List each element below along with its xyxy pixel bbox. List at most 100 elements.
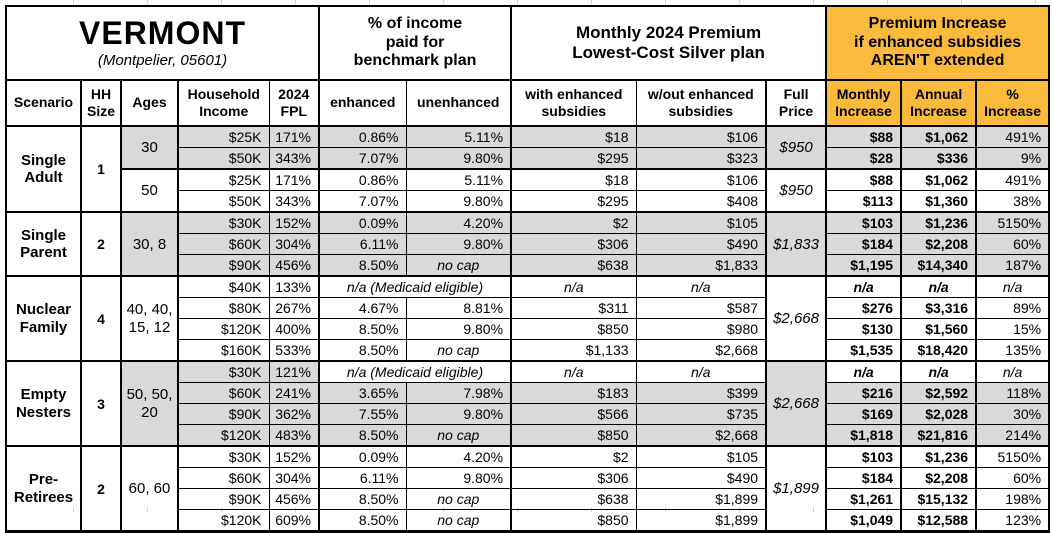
table-row: 50 $25K 171% 0.86% 5.11% $18 $106 $950 $… (6, 168, 1050, 213)
enhanced-cell: 8.50% (318, 509, 407, 532)
fpl-cell: 609% (268, 509, 320, 532)
unenhanced-cell: 4.20% (405, 211, 512, 234)
unenhanced-cell: no cap (405, 254, 512, 277)
fpl-cell: 343% (268, 147, 320, 170)
hh-size-cell: 3 (80, 360, 122, 447)
income-cell: $160K (177, 339, 270, 362)
without-subsidies-cell: $490 (635, 233, 767, 255)
pct-increase-cell: 135% (975, 339, 1050, 362)
ages-cell: 50, 50, 20 (120, 360, 179, 447)
pct-increase-cell: 118% (975, 382, 1050, 404)
enhanced-cell: 8.50% (318, 424, 407, 447)
monthly-increase-cell: n/a (825, 275, 902, 298)
without-subsidies-cell: n/a (635, 360, 767, 383)
without-subsidies-cell: n/a (635, 275, 767, 298)
income-cell: $60K (177, 382, 270, 404)
with-subsidies-cell: $306 (510, 233, 637, 255)
table-row: $50K 343% 7.07% 9.80% $295 $323 $28 $336… (6, 147, 1050, 170)
with-subsidies-cell: n/a (510, 275, 637, 298)
pct-increase-cell: 15% (975, 318, 1050, 340)
medicaid-note-cell: n/a (Medicaid eligible) (318, 360, 512, 383)
with-subsidies-cell: $566 (510, 403, 637, 425)
state-location: (Montpelier, 05601) (97, 52, 228, 70)
increase-group-header: Premium Increase if enhanced subsidies A… (825, 5, 1050, 81)
enhanced-cell: 7.07% (318, 190, 407, 213)
monthly-increase-cell: $1,195 (825, 254, 902, 277)
unenhanced-cell: 9.80% (405, 318, 512, 340)
fpl-cell: 241% (268, 382, 320, 404)
annual-increase-cell: $2,592 (900, 382, 977, 404)
pct-increase-cell: 198% (975, 488, 1050, 510)
enhanced-cell: 0.86% (318, 168, 407, 191)
income-cell: $80K (177, 297, 270, 319)
pct-increase-cell: 60% (975, 467, 1050, 489)
table-row: $160K 533% 8.50% no cap $1,133 $2,668 $1… (6, 339, 1050, 362)
monthly-increase-cell: $130 (825, 318, 902, 340)
pct-increase-cell: 5150% (975, 211, 1050, 234)
column-header-row: Scenario HH Size Ages Household Income 2… (5, 79, 1050, 127)
income-cell: $90K (177, 254, 270, 277)
fpl-cell: 304% (268, 233, 320, 255)
state-name: VERMONT (79, 14, 246, 51)
enhanced-cell: 8.50% (318, 488, 407, 510)
unenhanced-cell: 8.81% (405, 297, 512, 319)
table-row: $90K 362% 7.55% 9.80% $566 $735 $169 $2,… (6, 403, 1050, 425)
without-subsidies-cell: $2,668 (635, 339, 767, 362)
with-subsidies-cell: $638 (510, 254, 637, 277)
table-row: $60K 241% 3.65% 7.98% $183 $399 $216 $2,… (6, 382, 1050, 404)
scenario-cell: Single Adult (5, 125, 82, 213)
table-row: Single Adult 1 30 $25K 171% 0.86% 5.11% … (5, 125, 1050, 213)
scenario-cell: Empty Nesters (5, 360, 82, 447)
monthly-increase-cell: $1,535 (825, 339, 902, 362)
household-income-header: Household Income (177, 79, 270, 127)
monthly-increase-cell: $169 (825, 403, 902, 425)
full-price-header: Full Price (765, 79, 827, 127)
income-cell: $90K (177, 403, 270, 425)
with-subsidies-cell: $1,133 (510, 339, 637, 362)
with-subsidies-header: with enhanced subsidies (510, 79, 637, 127)
fpl-cell: 533% (268, 339, 320, 362)
hh-size-cell: 4 (80, 275, 122, 362)
income-cell: $90K (177, 488, 270, 510)
unenhanced-cell: no cap (405, 509, 512, 532)
ages-cell: 40, 40, 15, 12 (120, 275, 179, 362)
income-cell: $50K (177, 147, 270, 170)
pct-increase-cell: 491% (975, 125, 1050, 148)
unenhanced-cell: 9.80% (405, 190, 512, 213)
scenario-cell: Pre- Retirees (5, 445, 82, 532)
annual-increase-header: Annual Increase (900, 79, 977, 127)
fpl-cell: 456% (268, 488, 320, 510)
income-cell: $120K (177, 509, 270, 532)
with-subsidies-cell: $311 (510, 297, 637, 319)
without-subsidies-cell: $323 (635, 147, 767, 170)
with-subsidies-cell: $18 (510, 125, 637, 148)
pct-increase-cell: 89% (975, 297, 1050, 319)
pct-increase-cell: 38% (975, 190, 1050, 213)
without-subsidies-cell: $408 (635, 190, 767, 213)
monthly-increase-cell: $103 (825, 211, 902, 234)
premium-group-header: Monthly 2024 Premium Lowest-Cost Silver … (510, 5, 827, 81)
unenhanced-cell: no cap (405, 488, 512, 510)
enhanced-cell: 8.50% (318, 318, 407, 340)
with-subsidies-cell: $850 (510, 424, 637, 447)
enhanced-cell: 6.11% (318, 233, 407, 255)
full-price-cell: $1,833 (765, 211, 827, 277)
unenhanced-cell: 9.80% (405, 233, 512, 255)
fpl-cell: 152% (268, 211, 320, 234)
scenario-cell: Single Parent (5, 211, 82, 277)
enhanced-cell: 8.50% (318, 254, 407, 277)
premium-comparison-table: VERMONT (Montpelier, 05601) % of income … (5, 5, 1051, 533)
annual-increase-cell: $12,588 (900, 509, 977, 532)
income-cell: $120K (177, 424, 270, 447)
with-subsidies-cell: $2 (510, 211, 637, 234)
enhanced-cell: 6.11% (318, 467, 407, 489)
income-cell: $30K (177, 211, 270, 234)
with-subsidies-cell: $850 (510, 509, 637, 532)
pct-increase-cell: 123% (975, 509, 1050, 532)
without-subsidies-cell: $735 (635, 403, 767, 425)
unenhanced-cell: 5.11% (405, 168, 512, 191)
income-cell: $60K (177, 233, 270, 255)
income-cell: $50K (177, 190, 270, 213)
monthly-increase-cell: $1,261 (825, 488, 902, 510)
enhanced-cell: 4.67% (318, 297, 407, 319)
